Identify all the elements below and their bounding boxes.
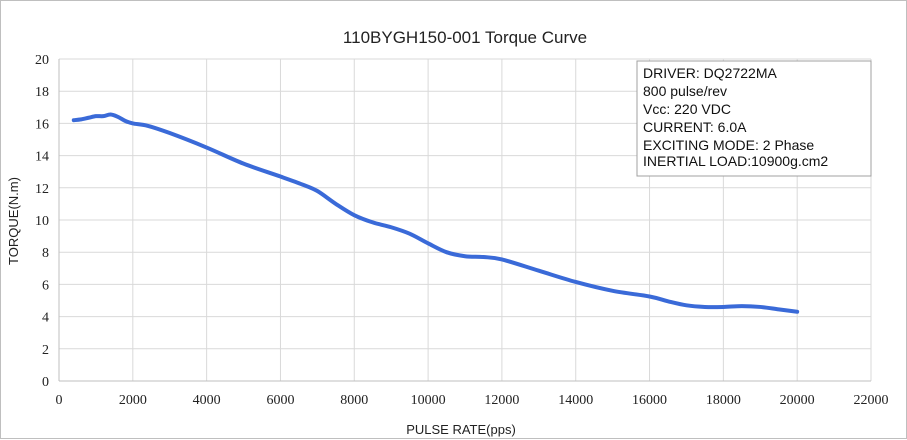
x-tick-label: 20000	[780, 393, 815, 408]
y-tick-label: 12	[35, 182, 49, 197]
x-tick-label: 16000	[632, 393, 667, 408]
x-tick-label: 2000	[119, 393, 147, 408]
info-pulse-rev: 800 pulse/rev	[643, 83, 727, 99]
y-tick-label: 14	[35, 150, 49, 165]
x-tick-label: 8000	[340, 393, 368, 408]
x-tick-label: 4000	[193, 393, 221, 408]
x-tick-label: 10000	[411, 393, 446, 408]
info-current: CURRENT: 6.0A	[643, 119, 747, 135]
y-axis-label: TORQUE(N.m)	[6, 177, 21, 265]
tick-labels: 0 2 4 6 8 10 12 14 16 18 20 0 2000 4000 6000 8000 10000 1…	[35, 53, 889, 408]
info-exciting-mode: EXCITING MODE: 2 Phase	[643, 137, 814, 153]
y-tick-label: 2	[42, 343, 49, 358]
info-inertial-load: INERTIAL LOAD:10900g.cm2	[643, 153, 828, 169]
y-tick-label: 18	[35, 85, 49, 100]
y-tick-label: 8	[42, 246, 49, 261]
x-tick-label: 14000	[558, 393, 593, 408]
torque-series-line	[71, 112, 800, 314]
y-tick-label: 6	[42, 278, 49, 293]
info-box: DRIVER: DQ2722MA 800 pulse/rev Vcc: 220 …	[636, 60, 872, 177]
x-axis-label: PULSE RATE(pps)	[406, 422, 516, 437]
series-layer	[71, 112, 800, 314]
info-box-border	[636, 60, 872, 177]
y-tick-label: 16	[35, 117, 49, 132]
x-tick-label: 6000	[266, 393, 294, 408]
x-tick-label: 12000	[484, 393, 519, 408]
info-driver: DRIVER: DQ2722MA	[643, 65, 777, 81]
chart-title: 110BYGH150-001 Torque Curve	[343, 28, 587, 47]
x-tick-label: 0	[56, 393, 63, 408]
y-tick-label: 10	[35, 214, 49, 229]
info-vcc: Vcc: 220 VDC	[643, 101, 731, 117]
y-tick-label: 20	[35, 53, 49, 68]
axes	[58, 59, 871, 382]
grid-lines	[59, 58, 872, 381]
x-tick-label: 18000	[706, 393, 741, 408]
y-tick-label: 4	[42, 311, 49, 326]
y-tick-label: 0	[42, 375, 49, 390]
x-tick-label: 22000	[854, 393, 889, 408]
